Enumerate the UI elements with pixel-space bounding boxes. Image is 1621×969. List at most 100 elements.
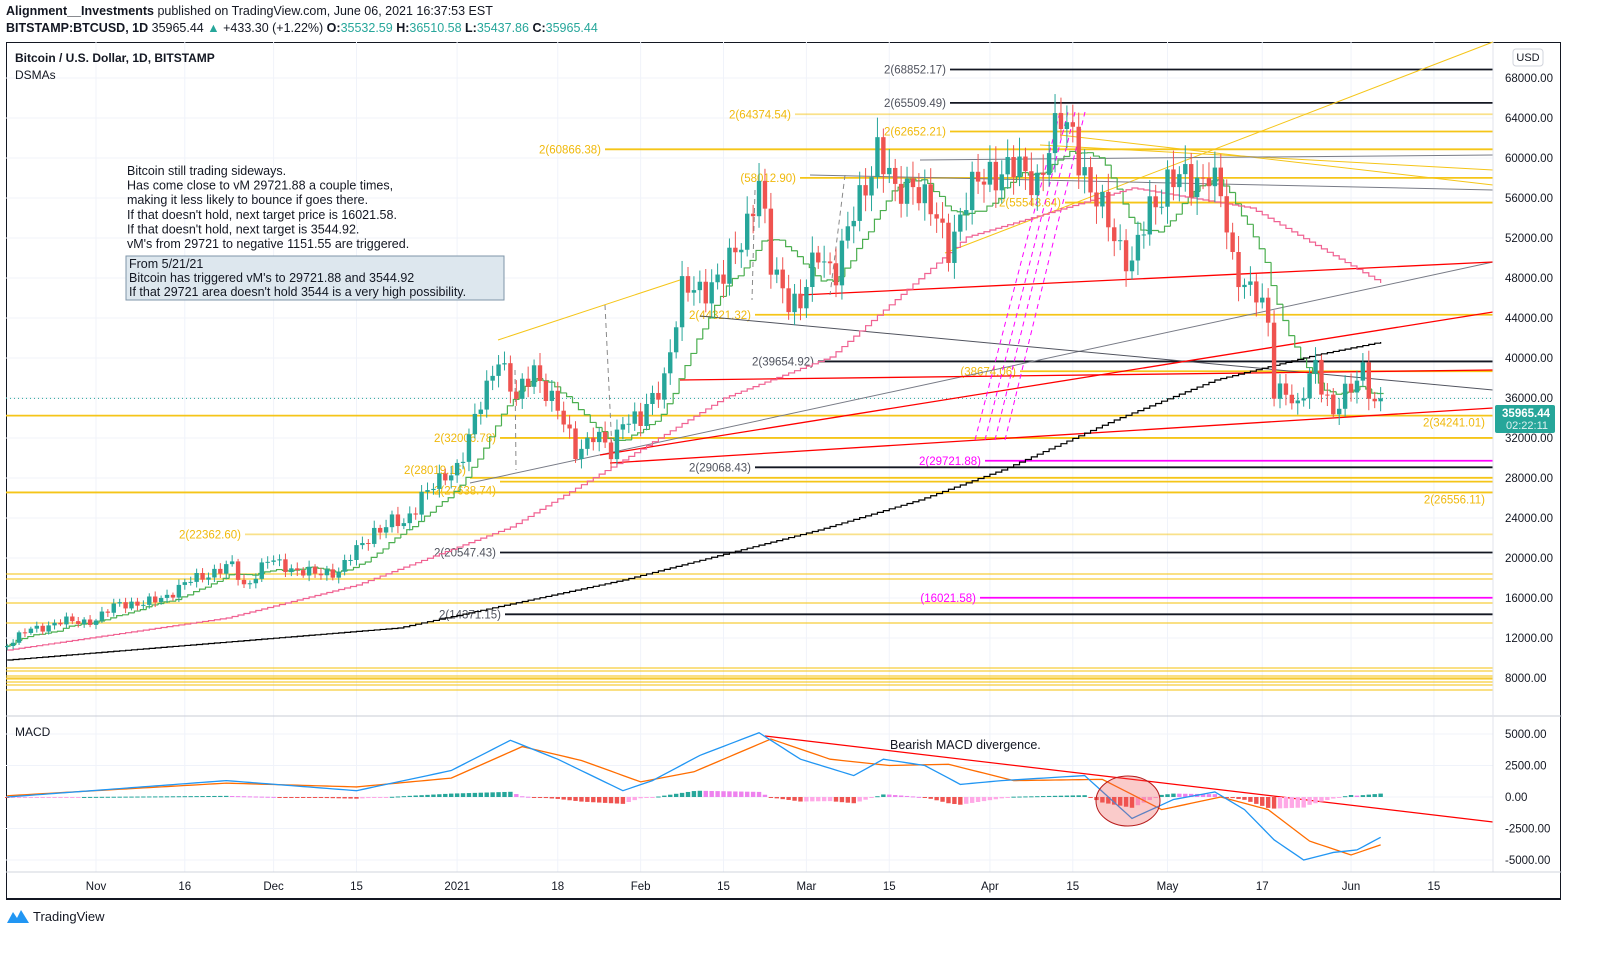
note-line: making it less likely to bounce if goes …: [127, 193, 368, 207]
candle: [87, 615, 93, 628]
time-tick: 15: [1066, 881, 1079, 893]
note-line: vM's from 29721 to negative 1151.55 are …: [127, 237, 409, 251]
candle: [206, 572, 211, 586]
macd-histogram-bar: [839, 797, 845, 803]
price-tick: 48000.00: [1505, 273, 1553, 285]
candle: [626, 414, 631, 434]
dashed-vertical-line: [829, 174, 846, 296]
candle-body: [1058, 113, 1064, 129]
macd-histogram-bar: [1212, 794, 1218, 797]
candle-body: [691, 290, 697, 293]
candle: [1265, 288, 1271, 337]
macd-histogram-bar: [502, 791, 507, 797]
candle: [1325, 383, 1330, 407]
candle-body: [887, 167, 892, 175]
candle-body: [1141, 234, 1147, 236]
macd-histogram-bar: [910, 796, 916, 798]
candle-body: [1230, 232, 1235, 253]
indicator-label[interactable]: DSMAs: [15, 68, 56, 82]
candle-body: [614, 429, 620, 460]
note-box-line: Bitcoin has triggered vM's to 29721.88 a…: [129, 271, 414, 285]
candle-body: [969, 171, 975, 211]
macd-histogram-bar: [395, 796, 401, 798]
macd-histogram-bar: [1277, 797, 1283, 809]
dashed-projection-line: [1004, 111, 1086, 441]
candle-body: [158, 597, 164, 603]
candle: [964, 192, 969, 231]
note-box[interactable]: [125, 255, 505, 301]
author-name[interactable]: Alignment__Investments: [6, 4, 154, 18]
trend-lines: [469, 41, 1494, 823]
candle: [76, 616, 81, 628]
candle: [952, 214, 957, 279]
candle-body: [218, 568, 223, 574]
candle-body: [810, 252, 815, 288]
macd-histogram-bar: [153, 796, 158, 798]
candle: [762, 168, 768, 224]
candle: [987, 145, 993, 193]
open-value: 35532.59: [340, 21, 393, 35]
candle-body: [845, 226, 851, 241]
price-tick: 40000.00: [1505, 353, 1553, 365]
candle: [1200, 164, 1206, 190]
candle-body: [893, 167, 898, 184]
candle-body: [99, 611, 105, 621]
macd-histogram-bar: [1254, 797, 1259, 804]
macd-label[interactable]: MACD: [15, 725, 51, 739]
macd-histogram-bar: [407, 795, 412, 797]
candle-body: [608, 442, 614, 460]
time-tick: 18: [551, 881, 564, 893]
candle-body: [1129, 260, 1135, 272]
macd-histogram-bar: [419, 795, 424, 797]
price-tick: 68000.00: [1505, 73, 1553, 85]
macd-histogram-bar: [1123, 797, 1129, 807]
tradingview-logo[interactable]: TradingView: [6, 908, 105, 924]
candle-body: [833, 263, 839, 286]
candle-body: [277, 559, 282, 561]
macd-histogram-bar: [158, 796, 164, 798]
candle: [1366, 350, 1371, 411]
candle-body: [1106, 191, 1111, 228]
macd-histogram-bar: [602, 797, 608, 803]
time-tick: Feb: [631, 881, 651, 893]
candle: [188, 576, 193, 586]
time-tick: Nov: [86, 881, 107, 893]
macd-histogram-bar: [1135, 797, 1141, 806]
trend-line: [497, 279, 681, 341]
candle-body: [10, 642, 16, 647]
trend-line: [599, 311, 1494, 456]
macd-histogram-bar: [306, 797, 312, 798]
candle-body: [443, 473, 448, 481]
candle: [685, 266, 691, 302]
candle-body: [431, 488, 436, 491]
candle-body: [857, 185, 862, 221]
candle-body: [863, 185, 868, 196]
macd-histogram-bar: [496, 792, 501, 797]
text-note[interactable]: Bitcoin still trading sideways. Has come …: [127, 164, 409, 251]
candle: [289, 564, 294, 577]
time-tick: Mar: [796, 881, 816, 893]
macd-divergence-note[interactable]: Bearish MACD divergence.: [890, 738, 1041, 752]
candle: [377, 524, 383, 540]
macd-histogram-bar: [40, 797, 45, 798]
candle-body: [940, 218, 945, 223]
candle-body: [253, 578, 259, 584]
macd-histogram-bar: [64, 797, 69, 798]
currency-button[interactable]: [1512, 48, 1544, 67]
macd-histogram-bar: [638, 797, 643, 799]
candle-body: [946, 222, 951, 263]
candle-body: [934, 214, 939, 219]
macd-histogram-bar: [739, 791, 744, 797]
level-label: 2(65509.49): [884, 98, 946, 110]
candle: [306, 560, 312, 582]
macd-histogram-bar: [259, 796, 264, 798]
candle: [224, 560, 229, 580]
candle: [1058, 97, 1064, 139]
candle-body: [739, 249, 744, 253]
candle: [105, 609, 111, 617]
macd-histogram-bar: [22, 797, 28, 798]
candle: [922, 169, 927, 221]
macd-histogram-bar: [928, 797, 933, 799]
